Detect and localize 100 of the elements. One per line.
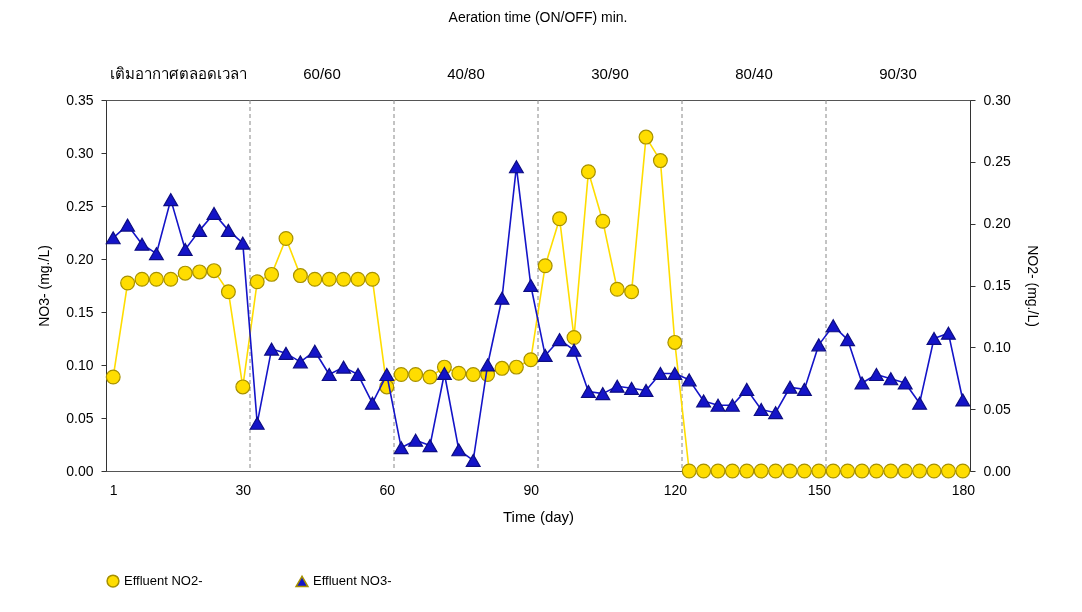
- point: [134, 237, 150, 251]
- point: [278, 346, 294, 360]
- point: [825, 319, 841, 333]
- point: [854, 463, 870, 479]
- point: [912, 396, 928, 410]
- point: [566, 329, 582, 345]
- point: [307, 344, 323, 358]
- y-tick-label: 0.10: [66, 356, 94, 373]
- y2-tick-label: 0.15: [983, 277, 1011, 293]
- point: [163, 193, 179, 207]
- point: [638, 383, 654, 398]
- point: [897, 463, 913, 479]
- point: [768, 406, 784, 420]
- x-tick-label: 30: [235, 481, 252, 498]
- point: [796, 463, 812, 479]
- point: [494, 360, 510, 376]
- x-tick-label: 90: [523, 481, 540, 498]
- point: [940, 463, 956, 479]
- point: [422, 369, 438, 385]
- x-tick-label: 60: [379, 481, 396, 498]
- y2-tick-label: 0.00: [983, 462, 1011, 479]
- y-tick-label: 0.00: [66, 462, 94, 479]
- point: [609, 379, 625, 393]
- point: [220, 223, 236, 237]
- point: [652, 366, 668, 381]
- point: [724, 398, 740, 412]
- y2-tick-label: 0.10: [983, 338, 1011, 355]
- point: [955, 463, 971, 479]
- point: [264, 342, 280, 356]
- point: [235, 236, 251, 250]
- point: [926, 463, 942, 479]
- point: [681, 373, 697, 387]
- point: [595, 387, 611, 401]
- point: [336, 271, 352, 287]
- point: [868, 367, 884, 382]
- point: [940, 326, 956, 340]
- point: [552, 332, 568, 347]
- x-tick-label: 180: [951, 481, 976, 498]
- point: [840, 463, 856, 479]
- point: [696, 394, 712, 408]
- point: [811, 463, 827, 479]
- point: [796, 382, 812, 396]
- point: [393, 441, 409, 455]
- point: [278, 231, 294, 246]
- point: [681, 463, 697, 479]
- text: เติมอากาศตลอดเวลา: [109, 65, 247, 82]
- point: [408, 367, 424, 383]
- point: [710, 398, 726, 412]
- point: [710, 463, 726, 479]
- point: [436, 366, 452, 381]
- point: [292, 355, 308, 369]
- point: [364, 396, 380, 410]
- point: [955, 393, 971, 407]
- point: [249, 416, 265, 430]
- y2-tick-label: 0.30: [983, 91, 1011, 108]
- point: [206, 263, 222, 279]
- point: [192, 223, 208, 237]
- point: [192, 264, 208, 280]
- point: [883, 372, 899, 386]
- point: [854, 376, 870, 390]
- legend-label: Effluent NO2-: [124, 573, 203, 589]
- y-tick-label: 0.30: [66, 144, 94, 161]
- y-tick-label: 0.20: [66, 250, 94, 267]
- point: [235, 379, 251, 395]
- legend-label: Effluent NO3-: [313, 573, 392, 589]
- text: 30/90: [591, 65, 629, 82]
- y2-tick-label: 0.05: [983, 400, 1011, 417]
- point: [724, 463, 740, 479]
- point: [696, 463, 712, 479]
- y-tick-label: 0.25: [66, 197, 94, 214]
- point: [508, 160, 524, 174]
- point: [350, 271, 366, 287]
- point: [422, 438, 438, 453]
- point: [523, 278, 539, 293]
- point: [393, 367, 409, 383]
- point: [465, 367, 481, 383]
- point: [537, 258, 553, 274]
- point: [840, 332, 856, 347]
- point: [451, 365, 467, 381]
- y-tick-label: 0.15: [66, 303, 94, 320]
- x-axis-title: Time (day): [502, 507, 575, 525]
- point: [134, 271, 150, 287]
- text: 90/30: [879, 65, 917, 82]
- point: [609, 281, 625, 297]
- point: [292, 268, 308, 284]
- x-tick-label: 150: [807, 481, 832, 498]
- y2-tick-label: 0.20: [983, 215, 1011, 232]
- point: [926, 331, 942, 346]
- point: [883, 463, 899, 479]
- point: [552, 211, 568, 227]
- point: [336, 360, 352, 374]
- point: [105, 369, 121, 385]
- point: [206, 206, 222, 220]
- point: [667, 334, 683, 350]
- point: [350, 367, 366, 382]
- point: [537, 348, 553, 363]
- y2-tick-label: 0.25: [983, 153, 1011, 170]
- point: [321, 367, 337, 382]
- point: [667, 366, 683, 381]
- point: [508, 359, 524, 375]
